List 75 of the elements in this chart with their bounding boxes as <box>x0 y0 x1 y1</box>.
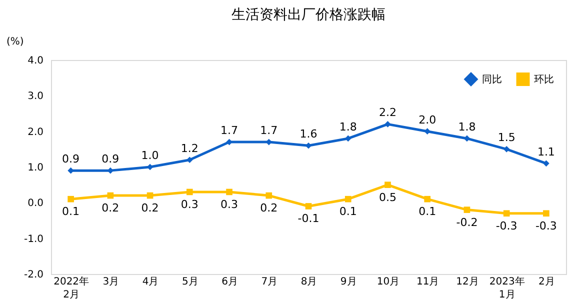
chart-title: 生活资料出厂价格涨跌幅 <box>232 7 386 23</box>
data-label: 0.2 <box>141 202 159 215</box>
point <box>266 192 272 199</box>
y-tick-label: -1.0 <box>24 234 44 245</box>
point <box>503 146 510 152</box>
data-label: 1.1 <box>537 145 555 158</box>
x-tick-label: 9月 <box>340 276 357 288</box>
point <box>344 196 352 202</box>
data-label: 2.2 <box>378 106 396 120</box>
point <box>107 167 114 174</box>
x-tick-label: 11月 <box>416 276 440 288</box>
x-tick-label: 6月 <box>222 276 238 288</box>
y-tick-label: 2.0 <box>28 126 44 138</box>
point <box>424 128 431 134</box>
point <box>305 142 312 149</box>
x-tick-label: 10月 <box>376 276 400 288</box>
data-label: -0.3 <box>535 219 557 232</box>
y-tick-label: -2.0 <box>24 270 44 280</box>
x-tick-label: 2023年 1月 <box>489 276 525 300</box>
data-label: 0.3 <box>220 198 238 211</box>
point <box>68 196 74 202</box>
legend-label: 环比 <box>534 73 554 86</box>
data-label: 1.7 <box>220 124 238 138</box>
data-label: 1.2 <box>180 142 198 155</box>
data-label: 1.5 <box>498 131 516 144</box>
point <box>305 203 312 210</box>
data-label: 1.0 <box>141 149 159 162</box>
data-label: 0.2 <box>260 202 278 215</box>
data-label: 0.5 <box>378 190 396 204</box>
y-tick-label: 1.0 <box>28 162 44 174</box>
data-label: 0.2 <box>102 202 120 215</box>
y-tick-label: 3.0 <box>28 91 44 102</box>
data-label: 0.1 <box>418 205 436 218</box>
point <box>503 210 510 217</box>
data-label: 1.8 <box>339 120 357 134</box>
point <box>186 156 193 164</box>
point <box>107 192 114 199</box>
point <box>464 206 470 213</box>
x-tick-label: 3月 <box>102 276 120 288</box>
point <box>464 135 470 142</box>
data-label: 1.6 <box>300 128 318 141</box>
point <box>226 188 232 196</box>
x-tick-label: 7月 <box>261 276 278 288</box>
data-label: -0.3 <box>496 219 518 232</box>
data-label: 2.0 <box>418 113 436 126</box>
point <box>384 121 391 128</box>
y-axis-title: (%) <box>6 36 24 48</box>
x-tick-label: 2022年 2月 <box>54 276 90 300</box>
point <box>226 138 232 146</box>
point <box>384 182 391 188</box>
point <box>344 135 352 142</box>
x-tick-label: 8月 <box>300 276 318 288</box>
y-tick-label: 4.0 <box>28 56 44 66</box>
data-label: 1.7 <box>260 124 278 138</box>
x-tick-label: 4月 <box>142 276 159 288</box>
data-label: 0.9 <box>102 152 120 166</box>
data-label: -0.2 <box>456 216 478 229</box>
data-label: 0.3 <box>180 198 198 211</box>
x-tick-label: 5月 <box>182 276 198 288</box>
legend-label: 同比 <box>482 73 502 86</box>
x-tick-label: 2月 <box>538 276 555 288</box>
data-label: -0.1 <box>298 212 320 226</box>
y-tick-label: 0.0 <box>28 198 44 210</box>
point <box>68 167 74 174</box>
point <box>186 188 193 196</box>
point <box>543 160 550 167</box>
data-label: 0.1 <box>62 205 80 218</box>
point <box>543 210 550 217</box>
x-tick-label: 12月 <box>456 276 479 288</box>
data-label: 0.1 <box>339 205 357 218</box>
point <box>146 164 154 170</box>
data-label: 1.8 <box>458 120 476 134</box>
data-label: 0.9 <box>62 152 80 166</box>
point <box>424 196 431 202</box>
point <box>146 192 154 199</box>
